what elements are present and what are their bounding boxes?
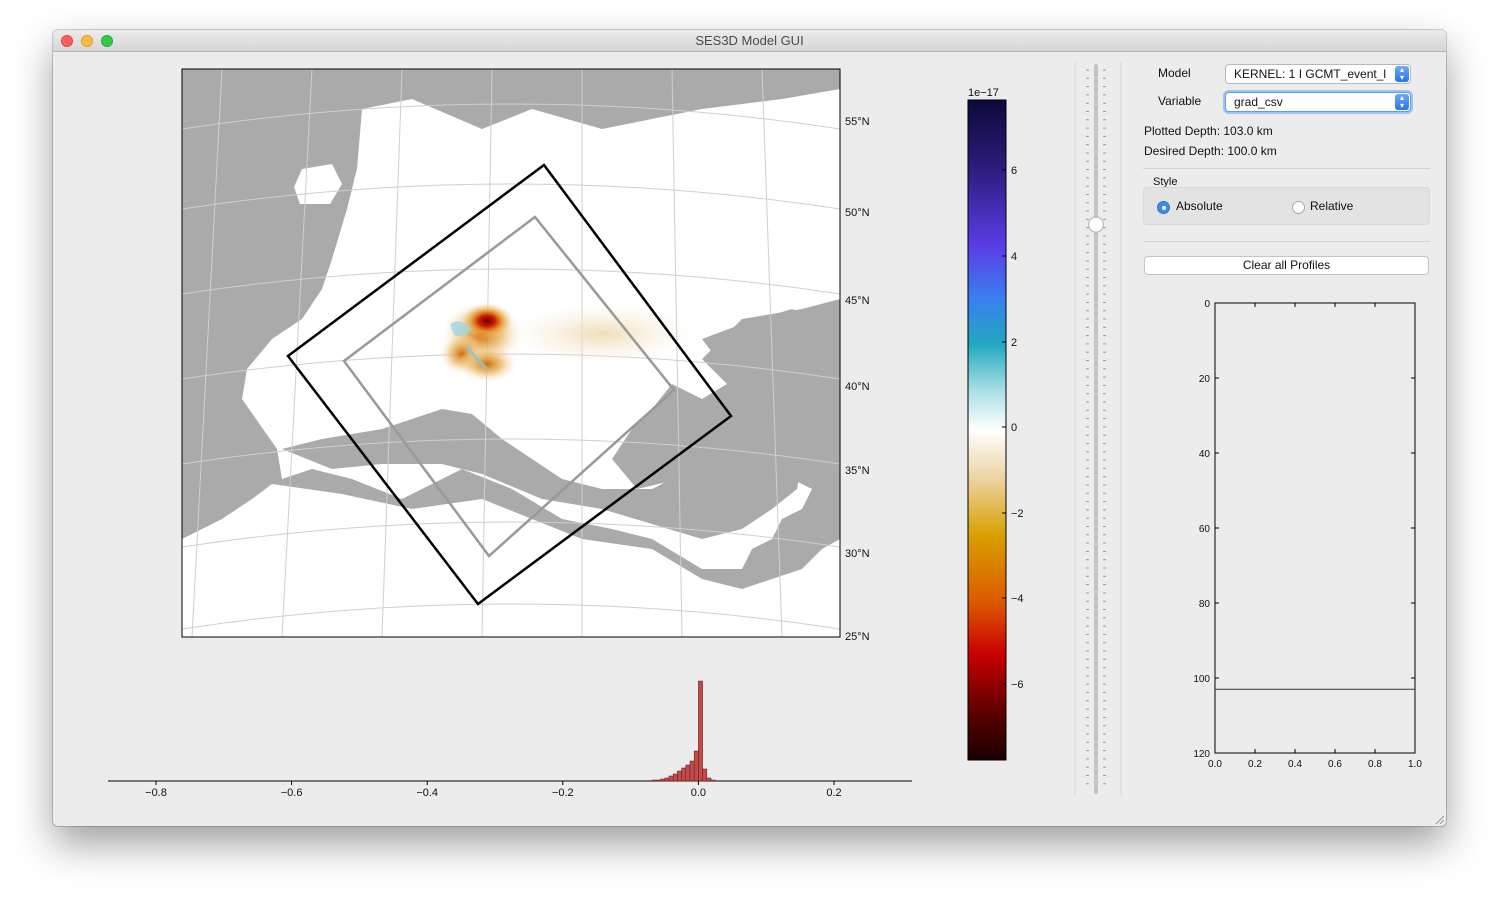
land-africa — [182, 484, 840, 637]
colorbar-tick: 0 — [1011, 422, 1017, 434]
colorbar-tick: −6 — [1011, 679, 1024, 691]
separator — [1143, 168, 1430, 169]
histogram-tick-label: 0.0 — [691, 787, 706, 799]
profile-ytick-label: 80 — [1199, 599, 1211, 610]
zoom-window-button[interactable] — [101, 35, 113, 47]
histogram-bar — [698, 680, 703, 782]
histogram-bar — [681, 767, 687, 782]
colorbar-tick: 2 — [1011, 337, 1017, 349]
relative-radio[interactable] — [1292, 201, 1305, 214]
relative-radio-label[interactable]: Relative — [1310, 199, 1354, 213]
slider-knob[interactable] — [1088, 216, 1104, 233]
slider-track[interactable] — [1094, 64, 1098, 794]
select-arrows-icon: ▴ ▾ — [1395, 94, 1409, 110]
histogram-bar — [693, 750, 699, 782]
profile-ytick-label: 120 — [1193, 749, 1210, 760]
histogram-tick-label: −0.4 — [416, 787, 438, 799]
histogram-tick-label: 0.2 — [826, 787, 841, 799]
window-title: SES3D Model GUI — [695, 33, 804, 48]
app-window: SES3D Model GUI — [53, 30, 1446, 826]
histogram-bar — [668, 775, 674, 782]
colorbar: 1e−17 6 4 2 0 −2 −4 −6 — [967, 87, 1024, 761]
land-italy — [532, 369, 602, 444]
profile-xtick-label: 1.0 — [1408, 759, 1422, 770]
absolute-radio-label[interactable]: Absolute — [1176, 199, 1223, 213]
colorbar-tick: 4 — [1011, 251, 1017, 263]
profile-ytick-label: 60 — [1199, 524, 1211, 535]
profile-plot[interactable]: 0 20 40 60 80 100 120 0.0 0.2 0.4 0.6 0.8 1.0 — [1178, 292, 1438, 778]
title-bar: SES3D Model GUI — [53, 30, 1446, 52]
map-frame — [181, 68, 841, 638]
black-sea — [702, 309, 832, 369]
profile-ytick-label: 0 — [1204, 299, 1210, 310]
close-window-button[interactable] — [61, 35, 73, 47]
outer-domain-box — [286, 163, 733, 606]
histogram-bar — [689, 760, 695, 782]
lat-label: 40°N — [845, 381, 870, 393]
separator — [1143, 241, 1430, 242]
land-great-britain — [350, 109, 404, 229]
variable-select-value: grad_csv — [1234, 95, 1283, 109]
colorbar-gradient — [967, 99, 1007, 761]
profile-xtick-label: 0.0 — [1208, 759, 1222, 770]
histogram-bar — [660, 778, 666, 782]
profile-ytick-label: 20 — [1199, 374, 1211, 385]
histogram-bar — [702, 768, 708, 782]
profile-xtick-label: 0.8 — [1368, 759, 1382, 770]
map-plot[interactable]: 55°N 50°N 45°N 40°N 35°N 30°N 25°N — [181, 68, 981, 640]
histogram-bar — [672, 773, 678, 782]
lat-label: 45°N — [845, 295, 870, 307]
minimize-window-button[interactable] — [81, 35, 93, 47]
colorbar-tick: −2 — [1011, 508, 1024, 520]
profile-ytick-label: 40 — [1199, 449, 1211, 460]
histogram-bar — [651, 779, 657, 782]
histogram-bar — [677, 770, 682, 782]
colorbar-tick: −4 — [1011, 593, 1024, 605]
lat-label: 35°N — [845, 465, 870, 477]
histogram-tick-label: −0.2 — [552, 787, 574, 799]
histogram-plot: −0.8 −0.6 −0.4 −0.2 0.0 0.2 — [108, 680, 912, 799]
select-arrows-icon: ▴ ▾ — [1395, 66, 1409, 82]
variable-select[interactable]: grad_csv ▴ ▾ — [1225, 92, 1411, 112]
colorbar-tick: 6 — [1011, 165, 1017, 177]
profile-axes-frame — [1214, 302, 1416, 754]
model-label: Model — [1158, 66, 1191, 80]
colorbar-exponent: 1e−17 — [968, 87, 999, 99]
model-select[interactable]: KERNEL: 1 I GCMT_event_l ▴ ▾ — [1225, 64, 1411, 84]
absolute-radio[interactable] — [1157, 201, 1170, 214]
histogram-bar — [710, 779, 716, 782]
profile-xtick-label: 0.2 — [1248, 759, 1262, 770]
lat-label: 55°N — [845, 116, 870, 128]
variable-label: Variable — [1158, 94, 1202, 108]
histogram-bar — [706, 777, 712, 782]
lat-label: 30°N — [845, 548, 870, 560]
depth-slider[interactable] — [1073, 62, 1123, 798]
style-group — [1143, 187, 1430, 225]
profile-xtick-label: 0.6 — [1328, 759, 1342, 770]
histogram-bar — [664, 777, 670, 782]
histogram-bar — [656, 779, 661, 782]
histogram-tick-label: −0.6 — [281, 787, 303, 799]
lat-label: 50°N — [845, 207, 870, 219]
desired-depth-text: Desired Depth: 100.0 km — [1144, 144, 1277, 158]
plotted-depth-text: Plotted Depth: 103.0 km — [1144, 124, 1273, 138]
style-group-label: Style — [1153, 176, 1178, 188]
lat-label: 25°N — [845, 631, 870, 640]
histogram-bar — [685, 764, 691, 782]
histogram-tick-label: −0.8 — [145, 787, 167, 799]
inner-domain-box — [342, 215, 676, 558]
model-select-value: KERNEL: 1 I GCMT_event_l — [1234, 67, 1387, 81]
clear-profiles-button[interactable]: Clear all Profiles — [1144, 256, 1429, 275]
profile-ytick-label: 100 — [1193, 674, 1210, 685]
profile-xtick-label: 0.4 — [1288, 759, 1302, 770]
resize-grip-icon[interactable] — [1434, 814, 1444, 824]
